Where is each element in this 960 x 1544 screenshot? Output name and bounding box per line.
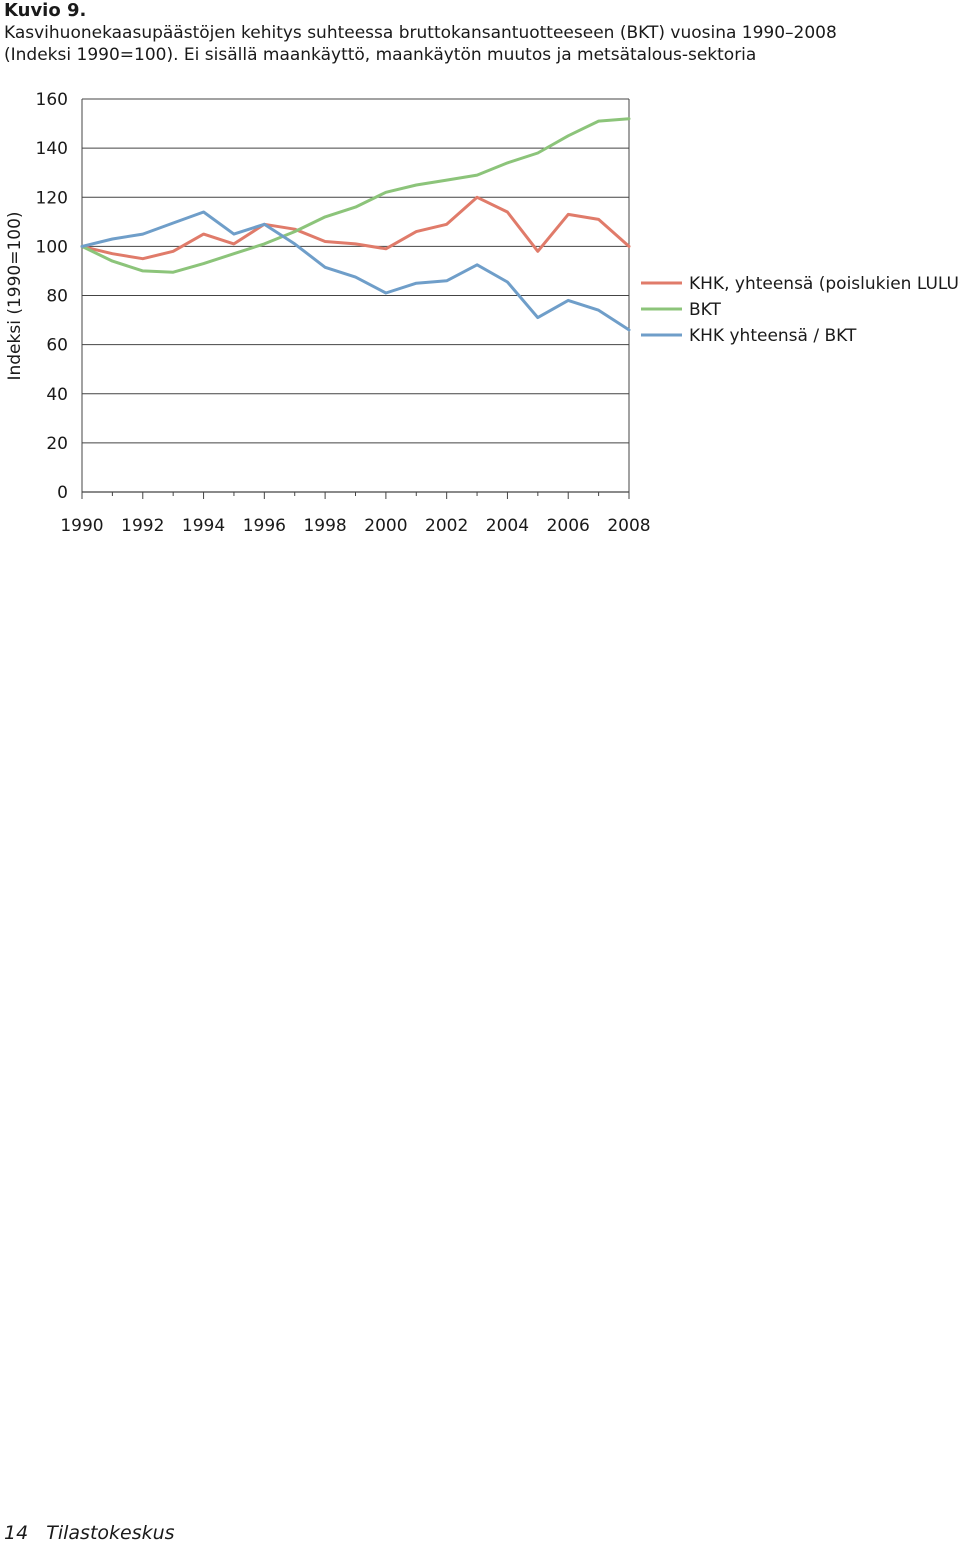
x-tick-label: 1992 xyxy=(121,516,164,536)
x-tick-label: 2004 xyxy=(486,516,529,536)
x-tick-label: 1998 xyxy=(303,516,346,536)
grid-lines xyxy=(82,98,629,444)
y-tick-label: 120 xyxy=(36,188,68,208)
legend-label: KHK yhteensä / BKT xyxy=(689,326,857,346)
x-tick-label: 2000 xyxy=(364,516,407,536)
y-tick-label: 0 xyxy=(57,483,68,503)
y-tick-label: 20 xyxy=(46,434,68,454)
series-line xyxy=(80,210,631,332)
x-tick-label: 1990 xyxy=(60,516,103,536)
x-tick-label: 1996 xyxy=(243,516,286,536)
publisher-name: Tilastokeskus xyxy=(46,1522,175,1544)
y-tick-label: 80 xyxy=(46,287,68,307)
series-line xyxy=(80,117,631,274)
y-axis-label: Indeksi (1990=100) xyxy=(5,211,25,380)
legend-label: BKT xyxy=(689,300,721,320)
figure-caption: Kuvio 9. Kasvihuonekaasupäästöjen kehity… xyxy=(4,0,944,66)
line-chart: 0 20 40 60 80 100 120 140 160 1990 1992 1994 1996 199… xyxy=(5,90,960,536)
series-line xyxy=(80,195,631,261)
x-tick-label: 1994 xyxy=(182,516,225,536)
y-tick-label: 60 xyxy=(46,336,68,356)
x-tick-label: 2002 xyxy=(425,516,468,536)
axes: 0 20 40 60 80 100 120 140 160 1990 1992 1994 1996 199… xyxy=(36,90,651,536)
legend-label: KHK, yhteensä (poislukien LULUCF) xyxy=(689,274,960,294)
figure-title-line1: Kasvihuonekaasupäästöjen kehitys suhtees… xyxy=(4,23,837,43)
series-lines xyxy=(80,117,631,332)
legend: KHK, yhteensä (poislukien LULUCF) BKT KHK … xyxy=(641,274,960,346)
x-tick-label: 2008 xyxy=(607,516,650,536)
y-tick-label: 160 xyxy=(36,90,68,110)
figure-title-line2: (Indeksi 1990=100). Ei sisällä maankäytt… xyxy=(4,45,757,65)
page-footer: 14 Tilastokeskus xyxy=(4,1522,175,1544)
page-number: 14 xyxy=(4,1522,29,1544)
y-tick-label: 140 xyxy=(36,139,68,159)
y-tick-label: 40 xyxy=(46,385,68,405)
y-tick-label: 100 xyxy=(36,237,68,257)
figure-label: Kuvio 9. xyxy=(4,0,87,21)
x-tick-label: 2006 xyxy=(547,516,590,536)
